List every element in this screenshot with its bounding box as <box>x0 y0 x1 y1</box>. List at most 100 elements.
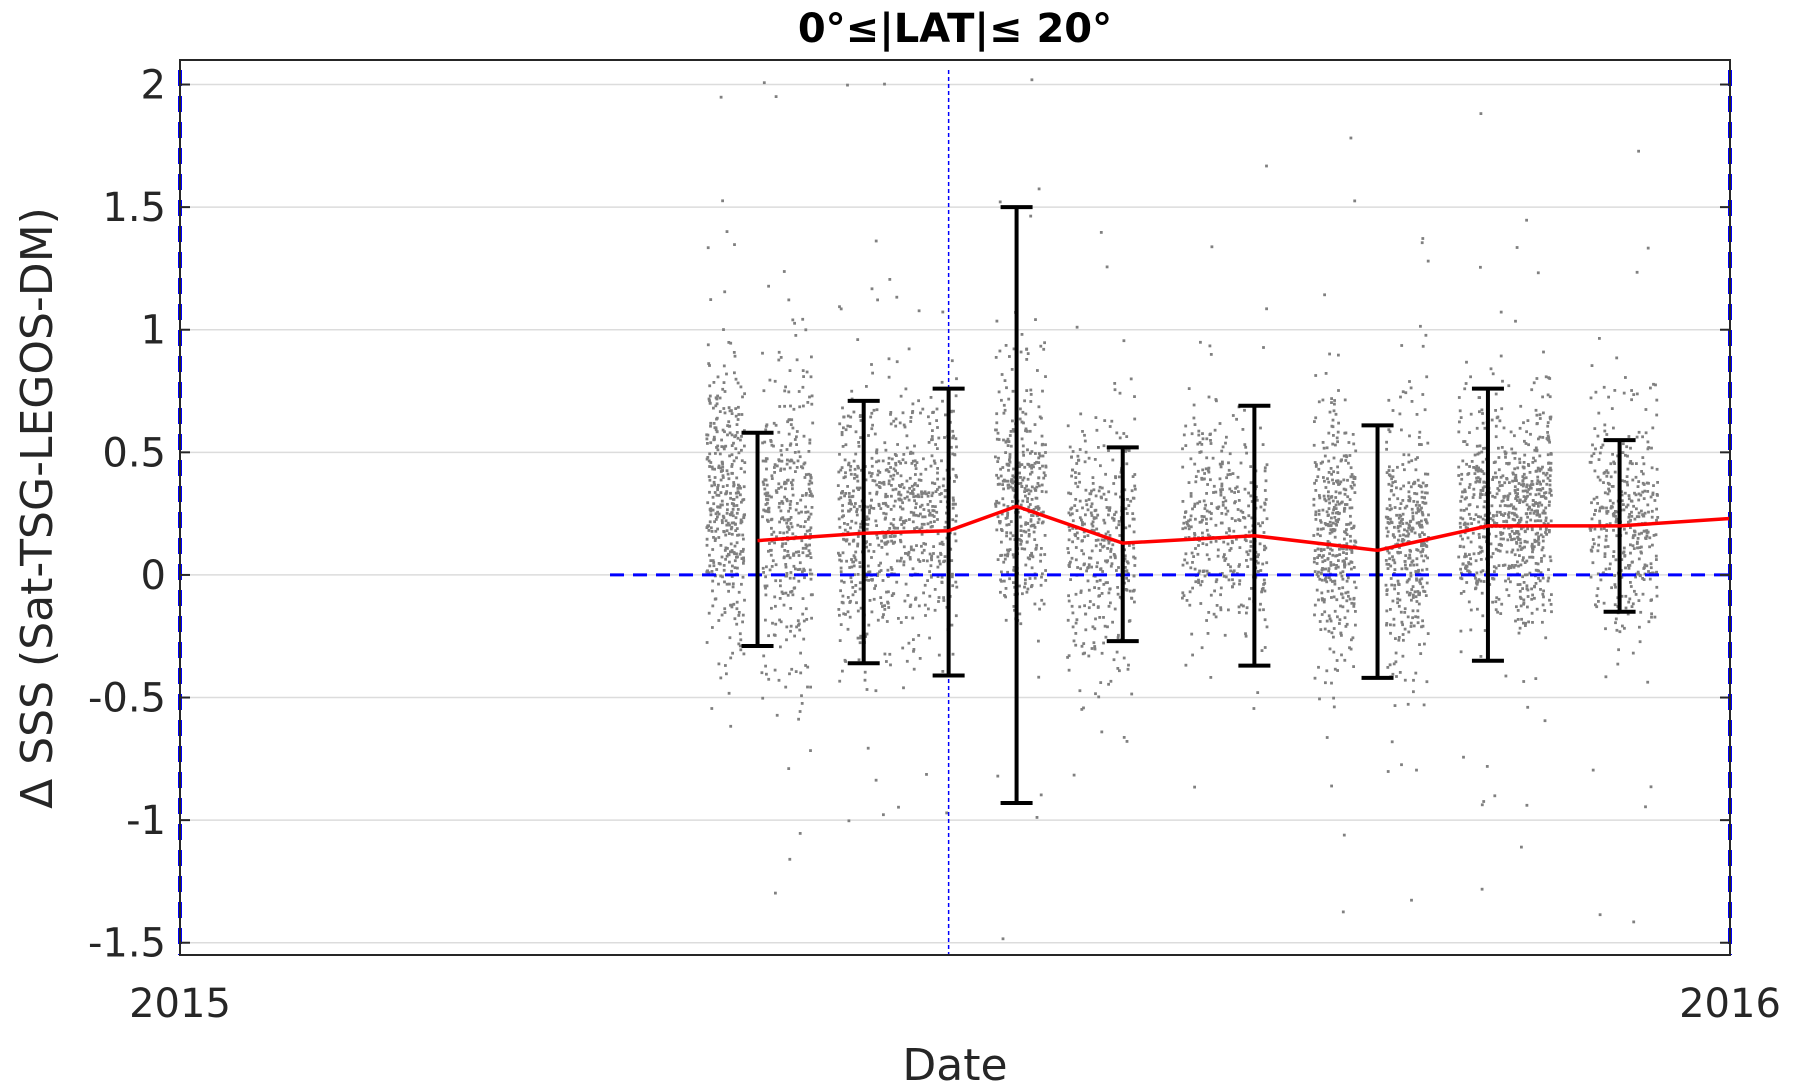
data-point <box>1334 507 1338 510</box>
data-point <box>938 542 942 546</box>
data-point <box>1518 457 1521 461</box>
data-point <box>838 305 841 309</box>
data-point <box>1124 526 1128 530</box>
data-point <box>1331 442 1335 446</box>
data-point <box>1398 546 1401 549</box>
data-point <box>1414 615 1417 619</box>
data-point <box>1537 467 1540 471</box>
data-point <box>719 491 723 494</box>
data-point <box>718 396 722 400</box>
data-point <box>1386 530 1390 534</box>
data-point <box>1012 480 1016 484</box>
data-point <box>843 458 847 462</box>
data-point <box>1509 580 1512 584</box>
data-point <box>1424 594 1428 597</box>
data-point <box>904 461 908 465</box>
data-point <box>1636 485 1640 488</box>
data-point <box>1494 435 1498 439</box>
data-point <box>1115 526 1118 530</box>
data-point <box>1198 569 1201 573</box>
data-point <box>1545 471 1549 475</box>
data-point <box>899 516 903 520</box>
data-point <box>995 528 999 532</box>
data-point <box>1546 424 1550 428</box>
data-point <box>1315 463 1318 466</box>
data-point <box>1639 610 1643 614</box>
data-point <box>1623 626 1626 630</box>
data-point <box>860 468 863 472</box>
data-point <box>1019 503 1023 507</box>
data-point <box>912 511 916 515</box>
data-point <box>1514 564 1517 567</box>
data-point <box>1009 531 1013 535</box>
data-point <box>1535 488 1539 492</box>
data-point <box>899 493 903 497</box>
data-point <box>1111 620 1114 624</box>
data-point <box>773 471 776 474</box>
data-point <box>1116 667 1120 670</box>
data-point <box>719 574 723 578</box>
data-point <box>1651 571 1654 575</box>
data-point <box>1248 549 1252 553</box>
data-point <box>1239 509 1243 513</box>
data-point <box>912 649 915 653</box>
data-point <box>777 487 781 490</box>
data-point <box>1653 499 1657 502</box>
data-point <box>1342 509 1346 513</box>
data-point <box>1012 347 1016 351</box>
data-point <box>1641 577 1644 580</box>
data-point <box>1314 510 1318 514</box>
data-point <box>712 536 715 539</box>
data-point <box>1029 518 1033 521</box>
data-point <box>1109 555 1113 559</box>
data-point <box>1620 558 1624 561</box>
data-point <box>1230 489 1233 493</box>
data-point <box>1353 491 1357 494</box>
data-point <box>1078 448 1082 451</box>
data-point <box>1535 449 1539 453</box>
data-point <box>761 480 765 484</box>
data-point <box>850 565 854 569</box>
data-point <box>1524 530 1527 534</box>
data-point <box>1029 214 1033 218</box>
data-point <box>1017 537 1021 541</box>
data-point <box>858 505 862 508</box>
data-point <box>1074 621 1078 625</box>
data-point <box>779 579 782 583</box>
data-point <box>917 558 920 562</box>
data-point <box>1549 519 1553 523</box>
data-point <box>1027 505 1031 509</box>
data-point <box>922 491 926 495</box>
data-point <box>1006 570 1009 574</box>
data-point <box>1232 529 1236 533</box>
data-point <box>1124 507 1128 511</box>
data-point <box>770 443 774 447</box>
data-point <box>1104 635 1108 639</box>
data-point <box>1023 582 1027 585</box>
data-point <box>1127 663 1130 667</box>
data-point <box>1228 549 1232 552</box>
data-point <box>1331 499 1335 503</box>
data-point <box>1337 587 1341 590</box>
data-point <box>1094 494 1098 498</box>
data-point <box>1476 607 1479 611</box>
data-point <box>1424 333 1428 337</box>
data-point <box>1334 503 1338 507</box>
data-point <box>1324 567 1328 571</box>
data-point <box>906 594 910 597</box>
data-point <box>1538 435 1542 439</box>
data-point <box>705 641 709 644</box>
data-point <box>1643 563 1647 567</box>
data-point <box>847 492 851 495</box>
data-point <box>950 575 954 579</box>
data-point <box>1333 579 1337 583</box>
y-tick-label: 1 <box>141 308 166 354</box>
data-point <box>763 487 767 491</box>
data-point <box>1530 528 1534 532</box>
data-point <box>1420 523 1423 527</box>
data-point <box>1384 583 1388 587</box>
data-point <box>1626 483 1629 487</box>
data-point <box>875 451 879 455</box>
data-point <box>1336 479 1340 483</box>
data-point <box>1546 393 1550 397</box>
